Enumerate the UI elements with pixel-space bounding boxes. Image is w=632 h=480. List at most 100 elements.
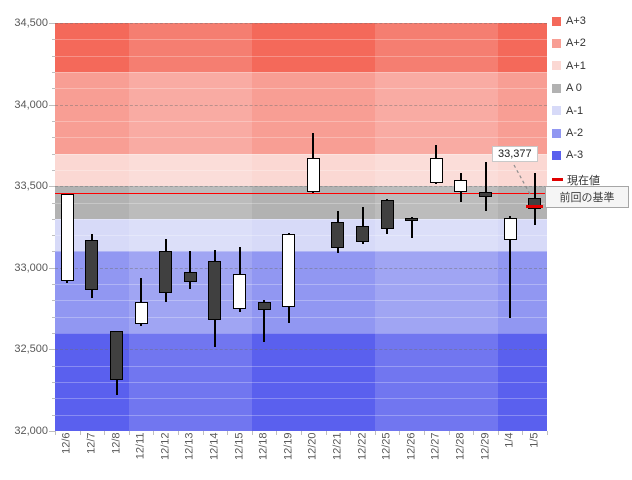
minor-gridline [55, 169, 547, 171]
minor-gridline [55, 120, 547, 122]
minor-gridline [55, 316, 547, 318]
minor-gridline [55, 235, 547, 237]
y-major-tick [49, 186, 55, 188]
y-tick-label: 32,500 [14, 343, 48, 356]
x-tick [448, 431, 450, 435]
x-tick [153, 431, 155, 435]
candle-wick-12/13 [189, 251, 192, 289]
x-tick [325, 431, 327, 435]
candle-body-12/12[interactable] [159, 250, 173, 294]
legend-item-A-2: A-2 [552, 126, 583, 140]
x-tick [547, 431, 548, 435]
legend-item-A0: A 0 [552, 81, 582, 95]
candle-body-12/6[interactable] [60, 194, 74, 281]
x-tick [497, 431, 499, 435]
legend-swatch [552, 106, 561, 116]
minor-gridline [55, 251, 547, 253]
candle-body-12/29[interactable] [479, 191, 492, 197]
candle-body-12/13[interactable] [183, 271, 197, 282]
minor-gridline [55, 284, 547, 286]
y-tick-label: 32,000 [14, 425, 48, 437]
candle-body-1/4[interactable] [503, 218, 517, 241]
x-tick [251, 431, 253, 435]
candle-wick-12/22 [361, 207, 364, 245]
x-tick-label: 12/25 [380, 432, 393, 461]
legend-label: 現在値 [567, 174, 600, 187]
candle-body-12/25[interactable] [380, 200, 394, 229]
y-minor-tick [52, 218, 55, 220]
candle-body-12/14[interactable] [208, 261, 222, 321]
candle-body-12/18[interactable] [257, 302, 271, 311]
x-tick [55, 431, 56, 435]
candle-body-12/26[interactable] [405, 218, 419, 222]
legend-swatch [552, 38, 561, 48]
y-minor-tick [52, 398, 55, 400]
legend-item-A+3: A+3 [552, 14, 586, 28]
x-tick-label: 12/7 [85, 432, 98, 454]
minor-gridline [55, 137, 547, 139]
y-major-tick [49, 349, 55, 351]
candle-wick-12/26 [410, 217, 413, 239]
legend-item-A+1: A+1 [552, 59, 586, 73]
x-tick-label: 12/12 [159, 432, 172, 461]
x-tick-label: 12/22 [356, 432, 368, 461]
minor-gridline [55, 88, 547, 90]
x-tick [301, 431, 302, 435]
y-major-tick [49, 431, 55, 432]
legend-label: A+1 [566, 59, 586, 72]
y-major-tick [49, 23, 55, 24]
legend-swatch [552, 128, 561, 138]
x-tick-label: 12/15 [233, 432, 245, 461]
y-minor-tick [52, 414, 55, 416]
x-tick [424, 431, 425, 435]
week-stripe [374, 23, 498, 431]
legend-item-A-1: A-1 [552, 104, 583, 118]
x-tick-label: 12/29 [479, 432, 491, 461]
y-tick-label: 34,000 [14, 98, 48, 111]
candle-body-12/20[interactable] [306, 158, 320, 192]
candle-body-12/22[interactable] [356, 226, 369, 242]
major-gridline [55, 349, 547, 351]
y-minor-tick [52, 39, 55, 41]
x-tick-label: 12/13 [183, 432, 196, 461]
candle-body-12/7[interactable] [85, 240, 99, 290]
x-tick [178, 431, 179, 435]
y-minor-tick [52, 382, 55, 384]
y-minor-tick [52, 316, 55, 318]
candle-body-12/8[interactable] [110, 331, 123, 380]
plot-area [55, 23, 547, 431]
y-tick-label: 33,500 [14, 180, 48, 193]
x-tick [522, 431, 524, 435]
band-A+2 [55, 71, 547, 154]
minor-gridline [55, 39, 547, 41]
x-tick [128, 431, 130, 435]
current-value-dash-icon [552, 178, 563, 182]
candle-wick-12/29 [484, 161, 487, 212]
current-value-annotation: 33,377 [492, 146, 538, 162]
x-tick-label: 12/27 [429, 432, 442, 461]
candle-body-12/11[interactable] [134, 302, 148, 325]
legend-label: A 0 [566, 82, 582, 95]
candle-body-12/21[interactable] [331, 222, 345, 249]
candle-body-1/5[interactable] [528, 198, 542, 210]
candle-body-12/27[interactable] [429, 158, 443, 183]
y-minor-tick [52, 202, 55, 204]
minor-gridline [55, 398, 547, 400]
y-minor-tick [52, 88, 55, 90]
baseline-line [55, 193, 547, 195]
candle-body-12/19[interactable] [282, 233, 296, 307]
legend-swatch [552, 16, 561, 26]
x-tick-label: 12/11 [134, 432, 147, 460]
y-minor-tick [52, 365, 55, 367]
candle-body-12/28[interactable] [454, 179, 468, 192]
minor-gridline [55, 55, 547, 57]
major-gridline [55, 186, 547, 188]
minor-gridline [55, 414, 547, 416]
x-tick-label: 12/14 [208, 432, 221, 461]
candle-wick-1/4 [509, 215, 512, 319]
candle-body-12/15[interactable] [233, 273, 246, 309]
legend-swatch [552, 150, 561, 160]
minor-gridline [55, 71, 547, 73]
x-tick [473, 431, 475, 435]
band-A-1 [55, 218, 547, 252]
